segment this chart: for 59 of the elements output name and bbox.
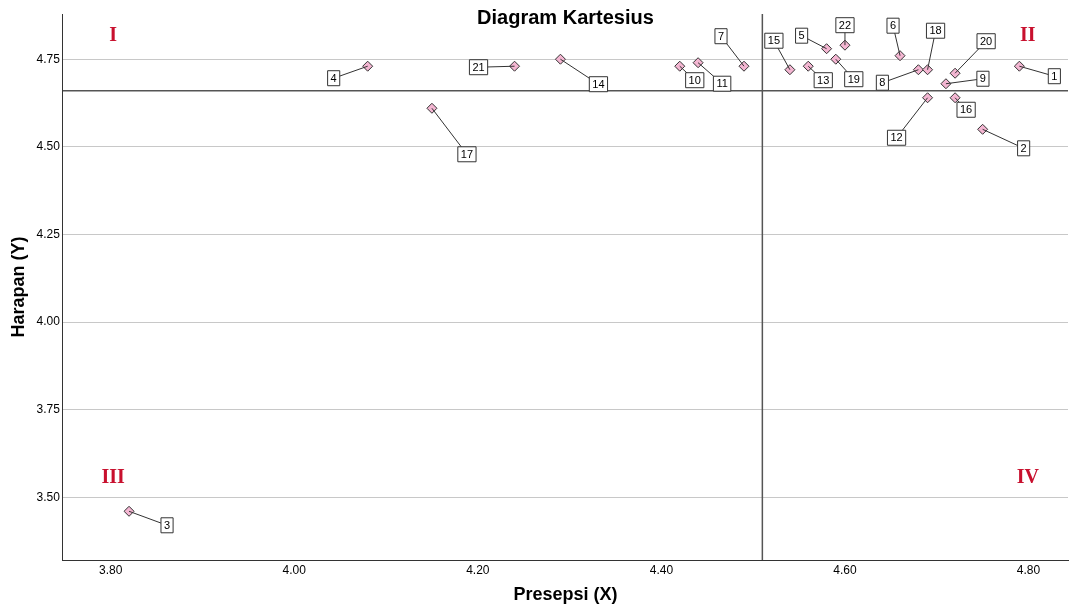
y-tick-label: 3.50 <box>36 489 61 504</box>
point <box>977 123 989 135</box>
annotation: 4 <box>330 71 337 84</box>
annotation: 15 <box>767 34 781 47</box>
y-tick-label: 4.50 <box>36 139 61 154</box>
annotation: 10 <box>688 73 701 86</box>
annotation: II <box>1020 23 1036 46</box>
annotation: 14 <box>592 77 605 90</box>
y-tick-label: 4.00 <box>36 314 61 329</box>
annotation: 6 <box>889 19 897 32</box>
point <box>426 102 438 114</box>
point <box>949 92 961 104</box>
annotation: 16 <box>959 103 973 116</box>
x-tick-label: 4.60 <box>833 562 857 577</box>
point <box>830 53 842 65</box>
point <box>674 60 686 72</box>
point <box>738 60 750 72</box>
point <box>362 60 374 72</box>
point <box>922 64 934 76</box>
point <box>949 67 961 79</box>
annotation: 8 <box>879 76 886 89</box>
annotation: 7 <box>717 29 725 42</box>
annotation: 3 <box>163 518 171 531</box>
annotation: 5 <box>798 29 805 42</box>
point <box>821 43 833 55</box>
annotation: I <box>109 23 118 46</box>
y-tick-label: 4.75 <box>36 51 61 66</box>
annotation: 18 <box>929 24 942 37</box>
x-tick-label: 4.00 <box>282 562 307 577</box>
point <box>554 53 566 65</box>
annotation: III <box>101 465 126 488</box>
annotation: 11 <box>716 77 728 90</box>
x-axis-title: Presepsi (X) <box>513 584 618 605</box>
annotation: 22 <box>838 18 852 31</box>
point <box>922 92 934 104</box>
point <box>802 60 814 72</box>
annotation: 17 <box>460 147 474 160</box>
chart-title: Diagram Kartesius <box>477 5 654 28</box>
annotation: 9 <box>979 72 986 85</box>
annotation: 2 <box>1020 141 1027 154</box>
y-tick-label: 3.75 <box>36 401 61 416</box>
annotation: 13 <box>817 73 830 86</box>
x-tick-label: 4.40 <box>649 562 674 577</box>
point <box>509 60 521 72</box>
x-tick-label: 3.80 <box>99 562 123 577</box>
annotation: IV <box>1016 465 1040 488</box>
y-axis-title: Harapan (Y) <box>7 236 28 338</box>
point <box>692 57 704 69</box>
y-tick-label: 4.25 <box>36 226 61 241</box>
point <box>1013 60 1025 72</box>
point <box>940 78 952 90</box>
x-tick-label: 4.20 <box>466 562 490 577</box>
annotation: 12 <box>890 131 903 144</box>
annotation: 21 <box>472 60 485 73</box>
point <box>784 64 796 76</box>
annotation: 20 <box>979 34 993 47</box>
annotation: 19 <box>847 72 860 85</box>
x-tick-label: 4.80 <box>1016 562 1041 577</box>
annotation: 1 <box>1051 69 1058 82</box>
